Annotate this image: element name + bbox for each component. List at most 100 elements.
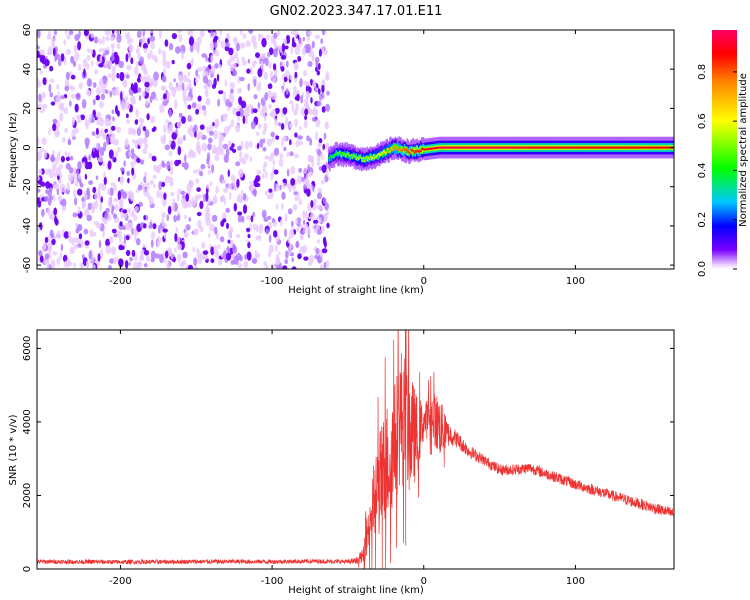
noise-blob [43,259,48,265]
noise-blob [127,127,133,136]
signal-cell [474,146,477,149]
noise-blob [161,75,167,83]
noise-blob [162,197,167,207]
snr-y-label: SNR (10 * v/v) [8,414,19,485]
signal-cell [371,157,373,160]
signal-cell [492,146,494,149]
signal-cell [393,143,396,149]
signal-cell [553,146,555,149]
signal-cell [409,148,411,154]
noise-blob [267,52,271,58]
signal-cell [561,146,563,149]
noise-blob [108,149,114,159]
signal-cell [405,148,408,151]
noise-blob [44,195,48,203]
noise-blob [199,30,205,38]
noise-blob [181,116,186,124]
signal-cell [563,146,566,149]
signal-cell [357,156,359,159]
signal-cell [555,146,558,149]
signal-cell [548,146,550,149]
signal-cell [439,146,441,149]
noise-blob [246,239,249,244]
noise-blob [317,142,321,148]
signal-cell [362,156,365,166]
noise-blob [315,131,319,141]
noise-blob [123,234,127,244]
noise-blob [307,164,311,172]
signal-cell [553,146,556,149]
noise-blob [202,75,209,84]
noise-blob [286,168,290,177]
noise-blob [57,174,60,181]
signal-cell [468,146,470,149]
signal-cell [576,146,579,149]
signal-cell [397,148,399,151]
noise-blob [321,30,326,36]
noise-blob [142,126,147,132]
noise-blob [176,137,181,147]
signal-cell [416,149,419,152]
noise-blob [242,115,246,125]
noise-blob [84,173,88,180]
noise-blob [150,40,155,50]
signal-cell [404,149,407,152]
noise-blob [232,245,238,254]
noise-blob [242,193,247,201]
signal-cell [536,146,539,149]
signal-cell [652,146,654,149]
signal-cell [523,146,526,149]
signal-cell [542,146,544,149]
y-tick-label: 2000 [22,483,33,508]
signal-cell [377,153,379,156]
noise-blob [295,218,299,225]
noise-blob [196,187,201,193]
noise-blob [88,154,91,162]
signal-cell [463,146,466,149]
signal-cell [361,157,364,162]
signal-cell [364,157,367,163]
noise-blob [296,93,300,102]
spectrogram-x-ticks: -200 -100 0 100 [109,30,585,287]
signal-cell [512,146,514,149]
noise-blob [315,248,320,255]
signal-cell [552,146,554,149]
signal-cell [361,157,363,163]
noise-blob [167,205,172,215]
noise-blob [168,150,173,157]
noise-blob [168,139,172,146]
noise-blob [223,91,227,101]
noise-blob [205,192,209,202]
noise-blob [161,212,167,218]
signal-cell [554,146,557,149]
noise-blob [86,54,91,61]
signal-cell [372,156,375,161]
noise-blob [223,197,227,206]
noise-blob [110,246,117,256]
signal-cell [635,146,638,149]
noise-blob [232,148,237,153]
signal-cell [551,146,553,149]
noise-blob [222,218,227,223]
signal-cell [438,146,440,149]
noise-blob [184,154,187,163]
signal-cell [655,146,658,149]
signal-cell [480,146,482,149]
noise-blob [122,191,127,200]
noise-blob [78,233,83,240]
signal-cell [475,146,478,149]
noise-blob [104,128,108,133]
noise-blob [47,51,53,55]
noise-blob [140,250,143,261]
x-tick-label: -100 [261,576,284,587]
noise-blob [177,159,182,165]
signal-cell [388,151,390,153]
noise-blob [225,32,231,40]
signal-cell [344,153,347,156]
noise-blob [85,90,92,96]
noise-blob [228,93,232,99]
signal-cell [412,147,415,152]
noise-blob [241,56,245,62]
noise-blob [47,189,52,197]
